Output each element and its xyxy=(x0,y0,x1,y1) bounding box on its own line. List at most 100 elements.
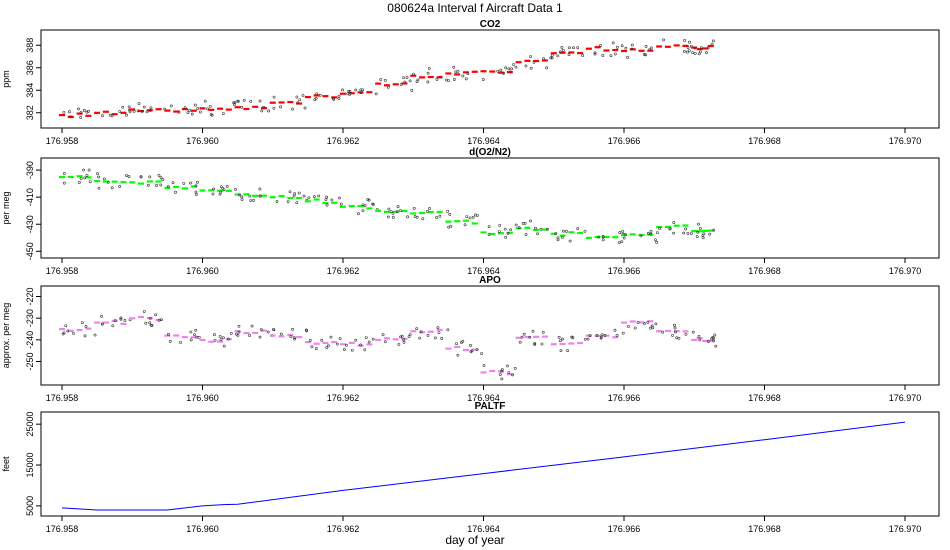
scatter-point xyxy=(144,321,148,325)
scatter-point xyxy=(697,52,701,56)
scatter-point xyxy=(342,348,346,351)
segment-mark xyxy=(102,321,109,324)
scatter-point xyxy=(337,94,341,98)
scatter-point xyxy=(195,193,198,196)
scatter-point xyxy=(415,215,419,219)
x-tick-label: 176.968 xyxy=(748,266,781,276)
scatter-point xyxy=(154,313,158,317)
data-point xyxy=(59,175,65,179)
scatter-point xyxy=(510,67,514,71)
scatter-point xyxy=(639,234,643,238)
scatter-point xyxy=(708,232,712,236)
scatter-point xyxy=(697,334,701,338)
segment-mark xyxy=(559,342,566,346)
segment-mark xyxy=(533,228,540,231)
scatter-point xyxy=(497,230,501,233)
scatter-point xyxy=(310,345,314,349)
scatter-point xyxy=(435,216,439,219)
segment-mark xyxy=(155,180,162,183)
scatter-point xyxy=(452,78,456,81)
scatter-point xyxy=(174,190,177,194)
x-tick-label: 176.962 xyxy=(327,266,360,276)
scatter-point xyxy=(541,330,545,334)
data-point xyxy=(234,330,241,333)
data-point xyxy=(445,220,452,223)
scatter-point xyxy=(626,56,629,59)
segment-mark xyxy=(647,320,654,323)
scatter-point xyxy=(337,97,341,100)
scatter-point xyxy=(684,227,688,231)
scatter-point xyxy=(466,72,470,76)
scatter-point xyxy=(559,349,563,353)
scatter-point xyxy=(157,173,161,177)
scatter-point xyxy=(621,230,625,233)
scatter-point xyxy=(554,232,558,235)
segment-mark xyxy=(67,115,74,118)
scatter-point xyxy=(615,334,619,337)
scatter-point xyxy=(155,184,158,187)
segment-mark xyxy=(702,229,709,232)
segment-mark xyxy=(673,44,680,47)
segment-mark xyxy=(252,105,259,108)
scatter-point xyxy=(691,330,695,334)
scatter-point xyxy=(463,223,467,227)
scatter-point xyxy=(72,331,75,335)
scatter-point xyxy=(125,113,128,117)
scatter-point xyxy=(198,110,202,114)
x-tick-label: 176.970 xyxy=(889,266,922,276)
data-point xyxy=(375,82,382,85)
scatter-point xyxy=(593,51,597,55)
scatter-point xyxy=(662,38,665,42)
scatter-point xyxy=(435,77,439,81)
segment-mark xyxy=(348,341,355,345)
scatter-point xyxy=(354,338,358,342)
scatter-point xyxy=(481,78,485,81)
scatter-point xyxy=(339,202,343,206)
scatter-point xyxy=(236,333,240,337)
scatter-point xyxy=(85,110,89,114)
scatter-point xyxy=(518,340,522,344)
segment-mark xyxy=(559,51,566,54)
scatter-point xyxy=(646,321,650,324)
scatter-point xyxy=(403,80,407,84)
segment-mark xyxy=(296,196,303,200)
scatter-point xyxy=(292,194,296,198)
data-point xyxy=(94,321,101,324)
scatter-point xyxy=(400,334,404,338)
segment-mark xyxy=(471,70,478,73)
scatter-point xyxy=(410,88,414,92)
scatter-point xyxy=(408,79,412,83)
scatter-point xyxy=(324,198,328,201)
scatter-point xyxy=(672,323,676,327)
segment-mark xyxy=(331,340,338,344)
segment-mark xyxy=(392,210,399,213)
scatter-point xyxy=(405,76,409,79)
scatter-point xyxy=(471,215,475,219)
scatter-point xyxy=(128,110,132,114)
segment-mark xyxy=(612,236,619,239)
segment-mark xyxy=(568,51,575,54)
scatter-point xyxy=(213,333,216,337)
scatter-point xyxy=(469,344,472,347)
scatter-point xyxy=(449,224,453,228)
scatter-point xyxy=(272,95,276,99)
scatter-point xyxy=(567,46,571,50)
data-point xyxy=(164,109,171,112)
scatter-point xyxy=(433,336,437,340)
segment-mark xyxy=(471,348,478,351)
scatter-point xyxy=(696,230,700,234)
scatter-point xyxy=(656,231,659,235)
scatter-point xyxy=(341,88,344,92)
scatter-point xyxy=(649,326,652,330)
scatter-point xyxy=(556,54,560,58)
segment-mark xyxy=(225,108,232,111)
scatter-point xyxy=(446,209,450,213)
scatter-point xyxy=(576,227,580,231)
segment-mark xyxy=(348,204,355,208)
scatter-point xyxy=(711,336,715,339)
segment-mark xyxy=(489,232,496,236)
segment-mark xyxy=(146,317,153,320)
scatter-point xyxy=(613,52,617,56)
scatter-point xyxy=(712,228,716,232)
scatter-point xyxy=(386,85,390,89)
